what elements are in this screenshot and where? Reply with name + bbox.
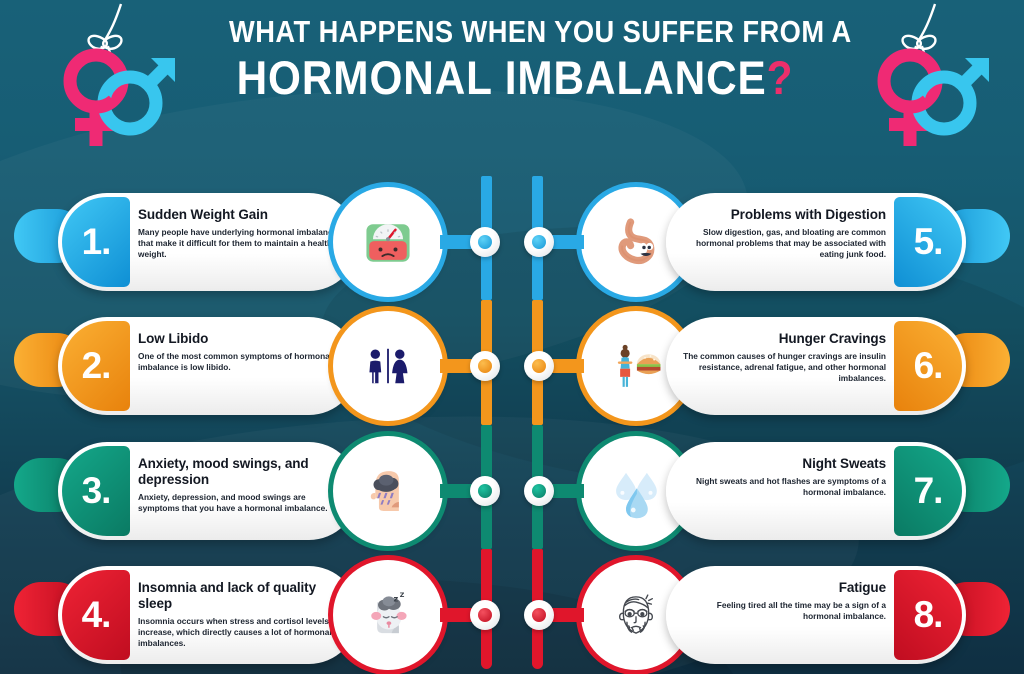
list-item[interactable]: 8. Fatigue Feeling tired all the time ma…: [666, 566, 966, 664]
person-with-burger-icon: [591, 321, 681, 411]
connector-bar-right: [548, 608, 584, 622]
item-number-badge: 1.: [62, 197, 130, 287]
list-item[interactable]: 5. Problems with Digestion Slow digestio…: [666, 193, 966, 291]
item-description: The common causes of hunger cravings are…: [683, 350, 886, 384]
connector-bar-right: [548, 484, 584, 498]
connector-bar-right: [548, 359, 584, 373]
item-text: Insomnia and lack of quality sleep Insom…: [138, 580, 346, 649]
item-title: Hunger Cravings: [778, 331, 886, 346]
list-item[interactable]: 1. Sudden Weight Gain Many people have u…: [58, 193, 358, 291]
header: WHAT HAPPENS WHEN YOU SUFFER FROM A HORM…: [0, 0, 1024, 176]
icon-badge[interactable]: [333, 187, 443, 297]
title-block: WHAT HAPPENS WHEN YOU SUFFER FROM A HORM…: [190, 14, 852, 104]
icon-badge[interactable]: [581, 311, 691, 421]
item-description: Night sweats and hot flashes are symptom…: [696, 475, 886, 498]
node-dot-right[interactable]: [524, 227, 554, 257]
item-number-badge: 2.: [62, 321, 130, 411]
connector-bar-left: [440, 608, 476, 622]
node-dot-left[interactable]: [470, 600, 500, 630]
item-number-badge: 8.: [894, 570, 962, 660]
gender-symbols-icon: [869, 0, 999, 176]
item-title: Problems with Digestion: [730, 207, 886, 222]
item-title: Low Libido: [138, 331, 209, 346]
connector-bar-right: [548, 235, 584, 249]
row-3: 3. Anxiety, mood swings, and depression …: [0, 432, 1024, 550]
item-text: Anxiety, mood swings, and depression Anx…: [138, 456, 346, 514]
svg-text:z: z: [393, 593, 398, 603]
node-dot-left[interactable]: [470, 476, 500, 506]
item-title: Anxiety, mood swings, and depression: [138, 456, 309, 487]
node-dot-right[interactable]: [524, 600, 554, 630]
item-description: Anxiety, depression, and mood swings are…: [138, 491, 328, 513]
icon-badge[interactable]: [333, 436, 443, 546]
page-title-line1: WHAT HAPPENS WHEN YOU SUFFER FROM A: [229, 14, 852, 49]
list-item[interactable]: 2. Low Libido One of the most common sym…: [58, 317, 358, 415]
item-number: 1.: [81, 221, 112, 262]
item-number-badge: 3.: [62, 446, 130, 536]
connector-bar-left: [440, 235, 476, 249]
item-number-badge: 5.: [894, 197, 962, 287]
list-item[interactable]: 4. Insomnia and lack of quality sleep In…: [58, 566, 358, 664]
item-description: Many people have underlying hormonal imb…: [138, 226, 342, 260]
item-description: One of the most common symptoms of hormo…: [138, 350, 333, 373]
icon-badge[interactable]: z Z: [333, 560, 443, 670]
list-item[interactable]: 3. Anxiety, mood swings, and depression …: [58, 442, 358, 540]
item-title: Insomnia and lack of quality sleep: [138, 580, 316, 611]
item-number: 8.: [913, 594, 944, 635]
item-text: Fatigue Feeling tired all the time may b…: [678, 580, 886, 622]
item-description: Feeling tired all the time may be a sign…: [716, 599, 886, 622]
head-with-rain-cloud-icon: [343, 446, 433, 536]
item-number: 3.: [81, 470, 112, 511]
list-item[interactable]: 6. Hunger Cravings The common causes of …: [666, 317, 966, 415]
item-text: Low Libido One of the most common sympto…: [138, 331, 346, 373]
question-mark: ?: [766, 50, 794, 104]
row-2: 2. Low Libido One of the most common sym…: [0, 307, 1024, 425]
item-number: 6.: [913, 345, 944, 386]
page-title-main: HORMONAL IMBALANCE: [236, 50, 767, 104]
item-number: 2.: [81, 345, 112, 386]
item-title: Night Sweats: [802, 456, 886, 471]
item-number: 5.: [913, 221, 944, 262]
connector-bar-left: [440, 359, 476, 373]
item-title: Sudden Weight Gain: [138, 207, 268, 222]
row-1: 1. Sudden Weight Gain Many people have u…: [0, 183, 1024, 301]
sleeping-sheep-head-icon: z Z: [343, 570, 433, 660]
icon-badge[interactable]: [333, 311, 443, 421]
item-number: 7.: [913, 470, 944, 511]
item-description: Insomnia occurs when stress and cortisol…: [138, 615, 332, 649]
item-text: Problems with Digestion Slow digestion, …: [678, 207, 886, 260]
node-dot-left[interactable]: [470, 351, 500, 381]
node-dot-right[interactable]: [524, 476, 554, 506]
item-text: Sudden Weight Gain Many people have unde…: [138, 207, 346, 260]
svg-text:Z: Z: [400, 592, 405, 599]
item-number-badge: 7.: [894, 446, 962, 536]
item-title: Fatigue: [838, 580, 886, 595]
item-number-badge: 4.: [62, 570, 130, 660]
connector-bar-left: [440, 484, 476, 498]
item-text: Hunger Cravings The common causes of hun…: [678, 331, 886, 384]
weighing-scale-icon: [343, 197, 433, 287]
list-item[interactable]: 7. Night Sweats Night sweats and hot fla…: [666, 442, 966, 540]
gender-symbols-icon: [55, 0, 185, 176]
item-number: 4.: [81, 594, 112, 635]
restroom-gender-signs-icon: [343, 321, 433, 411]
node-dot-right[interactable]: [524, 351, 554, 381]
page-title-line2: HORMONAL IMBALANCE?: [223, 50, 808, 104]
item-text: Night Sweats Night sweats and hot flashe…: [678, 456, 886, 498]
item-description: Slow digestion, gas, and bloating are co…: [696, 226, 886, 260]
item-number-badge: 6.: [894, 321, 962, 411]
row-4: 4. Insomnia and lack of quality sleep In…: [0, 556, 1024, 674]
node-dot-left[interactable]: [470, 227, 500, 257]
